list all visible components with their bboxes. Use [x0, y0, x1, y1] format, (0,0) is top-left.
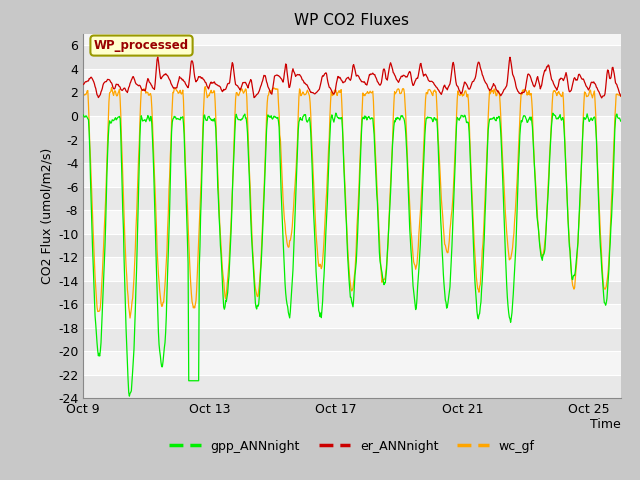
er_ANNnight [152, 73, 159, 79]
er_ANNnight [189, 59, 196, 65]
Text: WP_processed: WP_processed [94, 39, 189, 52]
er_ANNnight [491, 83, 499, 88]
wc_gf [202, 84, 209, 90]
Title: WP CO2 Fluxes: WP CO2 Fluxes [294, 13, 410, 28]
gpp_ANNnight [359, 115, 367, 120]
er_ANNnight [154, 54, 161, 60]
wc_gf [359, 90, 367, 96]
Bar [83, 328, 621, 351]
er_ANNnight [598, 95, 605, 101]
gpp_ANNnight [404, 191, 412, 196]
wc_gf [189, 301, 196, 307]
er_ANNnight [617, 93, 625, 99]
Bar [83, 375, 621, 398]
wc_gf [126, 315, 134, 321]
Bar [83, 234, 621, 257]
gpp_ANNnight [152, 266, 160, 272]
gpp_ANNnight [189, 378, 196, 384]
wc_gf [492, 90, 499, 96]
wc_gf [617, 94, 625, 99]
Text: Time: Time [590, 419, 621, 432]
wc_gf [404, 176, 412, 181]
gpp_ANNnight [79, 112, 87, 118]
Bar [83, 187, 621, 210]
Line: gpp_ANNnight: gpp_ANNnight [83, 113, 621, 396]
gpp_ANNnight [492, 118, 499, 123]
Line: er_ANNnight: er_ANNnight [83, 57, 621, 98]
Legend: gpp_ANNnight, er_ANNnight, wc_gf: gpp_ANNnight, er_ANNnight, wc_gf [164, 435, 540, 458]
Bar [83, 140, 621, 163]
wc_gf [141, 87, 149, 93]
er_ANNnight [79, 82, 87, 87]
Line: wc_gf: wc_gf [83, 87, 621, 318]
gpp_ANNnight [617, 118, 625, 124]
Y-axis label: CO2 Flux (umol/m2/s): CO2 Flux (umol/m2/s) [41, 148, 54, 284]
wc_gf [79, 91, 87, 96]
gpp_ANNnight [141, 117, 149, 123]
gpp_ANNnight [125, 393, 133, 399]
er_ANNnight [358, 79, 366, 84]
gpp_ANNnight [332, 110, 340, 116]
er_ANNnight [141, 87, 148, 93]
er_ANNnight [404, 72, 412, 78]
Bar [83, 46, 621, 69]
Bar [83, 93, 621, 116]
Bar [83, 281, 621, 304]
wc_gf [152, 224, 160, 229]
